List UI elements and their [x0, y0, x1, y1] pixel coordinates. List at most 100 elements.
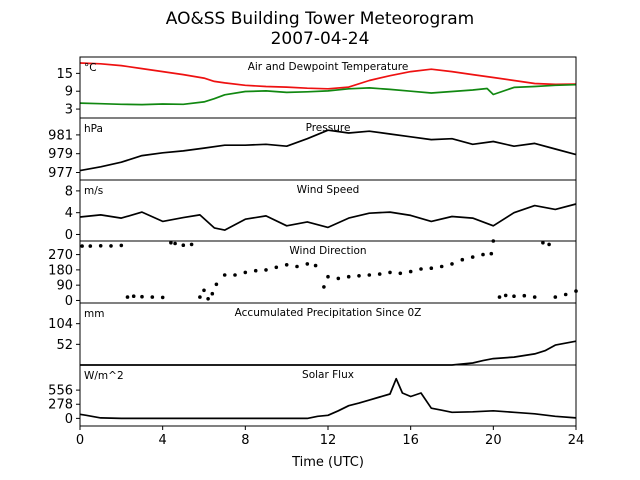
panel-4-point-19 — [222, 273, 227, 277]
x-tick-label-6: 24 — [568, 433, 585, 448]
panel-4-point-12 — [181, 243, 186, 247]
panel-2-title: Pressure — [306, 122, 351, 134]
panel-4-point-31 — [336, 276, 341, 281]
panel-5-title: Accumulated Precipitation Since 0Z — [235, 307, 422, 319]
panel-1-series-1 — [79, 83, 577, 106]
panel-4-point-10 — [169, 240, 173, 245]
x-axis: 0 4 8 12 16 20 24 — [76, 426, 584, 448]
panel-4-point-43 — [460, 257, 465, 262]
panel-4-point-38 — [408, 269, 413, 274]
panel-4-point-4 — [119, 243, 124, 248]
panel-4-point-49 — [503, 293, 508, 298]
panel-4-ytick-label-1: 90 — [56, 279, 73, 294]
panel-3-unit: m/s — [84, 185, 103, 197]
x-tick-label-2: 8 — [241, 433, 249, 448]
x-tick-label-3: 12 — [320, 433, 337, 448]
panel-4-point-16 — [206, 297, 210, 301]
panel-4-point-55 — [553, 295, 558, 299]
panel-4-point-36 — [388, 270, 392, 275]
x-axis-label: Time (UTC) — [291, 455, 364, 470]
panel-4-ytick-label-0: 0 — [65, 294, 73, 309]
panel-1-series-0 — [79, 62, 577, 90]
panel-4-point-21 — [243, 270, 248, 275]
panel-6-series-0 — [79, 377, 577, 420]
panel-4-point-3 — [109, 244, 113, 248]
panel-4-point-8 — [150, 295, 155, 299]
figure-date: 2007-04-24 — [271, 29, 370, 49]
panel-4-point-53 — [541, 240, 545, 245]
panel-2-ytick-label-1: 979 — [48, 147, 73, 162]
panel-6-ytick-label-0: 0 — [65, 412, 73, 427]
panels: 3 9 15 °C Air and Dewpoint Temperature 977 979… — [48, 56, 578, 427]
panel-4-point-37 — [398, 271, 403, 276]
panel-4-point-2 — [98, 244, 103, 248]
panel-4-point-24 — [274, 265, 279, 270]
panel-5-series-0 — [80, 340, 577, 366]
panel-2-series-0 — [79, 129, 577, 172]
panel-3-ytick-label-1: 4 — [65, 206, 73, 221]
panel-5-unit: mm — [84, 308, 104, 320]
panel-4-point-15 — [202, 288, 206, 293]
panel-4-point-1 — [88, 244, 93, 248]
panel-4-point-17 — [210, 291, 215, 296]
panel-4-point-35 — [377, 272, 382, 276]
panel-4-point-23 — [264, 268, 268, 272]
panel-4-point-34 — [367, 273, 372, 277]
panel-4-point-56 — [563, 292, 568, 297]
panel-4-point-32 — [346, 274, 351, 279]
panel-6-ytick-label-2: 556 — [48, 384, 73, 399]
panel-4-point-22 — [253, 268, 258, 273]
panel-2-ytick-label-2: 981 — [48, 128, 73, 143]
panel-4-title: Wind Direction — [289, 245, 366, 257]
panel-3-ytick-label-2: 8 — [65, 184, 73, 199]
panel-4-point-20 — [233, 273, 237, 277]
panel-3: 0 4 8 m/s Wind Speed — [65, 179, 577, 243]
panel-4-ytick-label-2: 180 — [48, 263, 73, 278]
panel-6-title: Solar Flux — [302, 369, 354, 381]
panel-4-point-13 — [189, 242, 194, 247]
panel-4-point-26 — [295, 264, 299, 269]
x-tick-label-4: 16 — [402, 433, 419, 448]
panel-4-point-48 — [497, 295, 502, 299]
panel-4-point-9 — [160, 295, 165, 300]
panel-6-ytick-label-1: 278 — [48, 398, 73, 413]
panel-4-point-0 — [80, 244, 84, 248]
panel-4-point-5 — [125, 295, 130, 299]
panel-4-point-42 — [450, 262, 454, 266]
figure-title: AO&SS Building Tower Meteorogram — [166, 9, 474, 29]
panel-4-point-18 — [214, 282, 219, 287]
panel-1-unit: °C — [84, 62, 97, 74]
panel-4-point-45 — [481, 252, 485, 257]
panel-5-ytick-label-0: 52 — [56, 338, 73, 353]
panel-4-point-25 — [284, 263, 289, 267]
panel-2: 977 979 981 hPa Pressure — [48, 117, 577, 181]
x-tick-label-5: 20 — [485, 433, 502, 448]
panel-4-point-30 — [326, 274, 330, 279]
x-tick-label-1: 4 — [159, 433, 167, 448]
panel-2-ytick-label-0: 977 — [48, 166, 73, 181]
panel-5-ytick-label-1: 104 — [48, 317, 73, 332]
panel-1-ytick-label-1: 9 — [65, 85, 73, 100]
panel-4-point-27 — [305, 262, 310, 266]
panel-4-point-28 — [313, 263, 318, 268]
panel-4-point-29 — [322, 285, 326, 289]
panel-3-series-0 — [79, 203, 577, 231]
panel-4-point-50 — [512, 294, 516, 299]
panel-3-title: Wind Speed — [297, 184, 360, 196]
panel-4-point-51 — [522, 293, 527, 298]
panel-4-point-41 — [439, 264, 444, 269]
panel-4-point-40 — [429, 266, 434, 271]
panel-3-ytick-label-0: 0 — [65, 228, 73, 243]
panel-6-unit: W/m^2 — [84, 370, 124, 382]
panel-4-point-11 — [173, 241, 177, 246]
panel-1-ytick-label-0: 3 — [65, 103, 73, 118]
panel-4-point-52 — [532, 295, 537, 299]
panel-4-point-33 — [357, 274, 361, 278]
panel-4-point-14 — [198, 295, 202, 299]
panel-4-point-7 — [140, 294, 144, 299]
panel-4-point-39 — [419, 267, 423, 271]
panel-4-point-44 — [470, 255, 475, 259]
